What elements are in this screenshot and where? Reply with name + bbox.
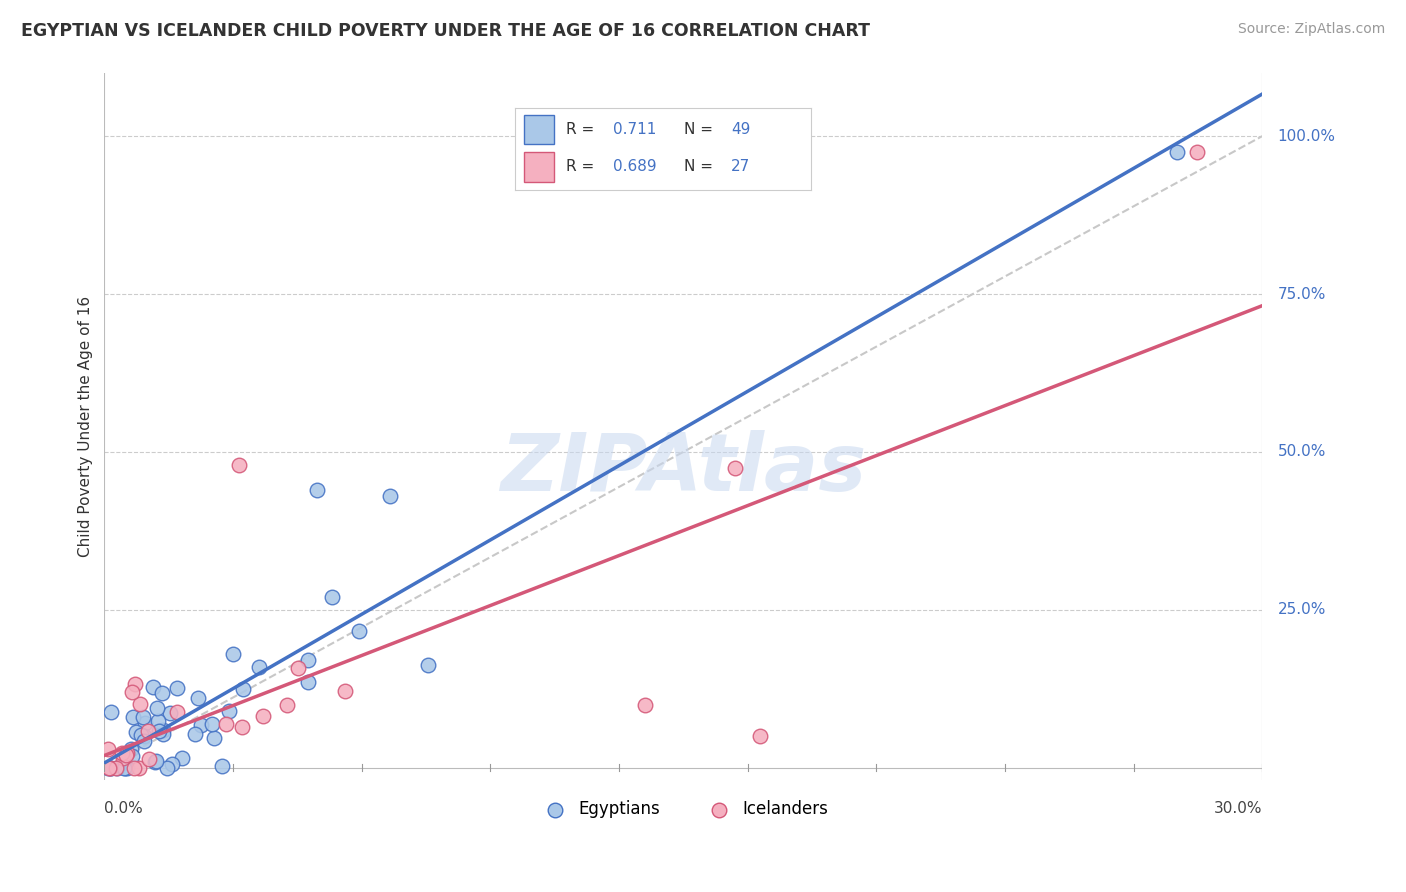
Text: EGYPTIAN VS ICELANDER CHILD POVERTY UNDER THE AGE OF 16 CORRELATION CHART: EGYPTIAN VS ICELANDER CHILD POVERTY UNDE… [21,22,870,40]
Point [347,624,370,639]
Point [145,755,167,769]
Point [131,728,153,742]
Point [215,717,238,731]
Point [98,761,121,775]
Point [222,647,245,661]
Text: 50.0%: 50.0% [1278,444,1326,459]
Point [749,729,772,743]
Point [247,660,270,674]
Text: 30.0%: 30.0% [1213,800,1263,815]
Point [97,761,120,775]
Point [231,720,253,734]
Point [418,658,440,673]
Point [335,684,357,698]
Point [112,761,135,775]
Point [190,718,212,732]
Point [723,460,745,475]
Point [150,686,173,700]
Point [120,741,142,756]
Point [276,698,298,712]
Point [305,483,328,497]
Point [100,705,122,719]
Point [112,751,135,765]
Point [115,761,138,775]
Point [125,725,148,739]
Point [115,747,138,762]
Point [297,675,319,690]
Legend: Egyptians, Icelanders: Egyptians, Icelanders [531,794,835,825]
Point [132,729,155,743]
Point [160,757,183,772]
Point [187,690,209,705]
Point [114,761,136,775]
Point [98,761,121,775]
Point [145,754,167,768]
Text: Source: ZipAtlas.com: Source: ZipAtlas.com [1237,22,1385,37]
Point [378,489,401,503]
Point [152,727,174,741]
Point [97,742,120,756]
Text: ZIPAtlas: ZIPAtlas [501,430,866,508]
Text: 75.0%: 75.0% [1278,286,1326,301]
Text: 100.0%: 100.0% [1278,128,1336,144]
Point [121,749,143,764]
Point [132,733,155,747]
Point [148,723,170,738]
Point [104,761,127,775]
Point [156,761,179,775]
Point [111,746,134,760]
Text: 25.0%: 25.0% [1278,602,1326,617]
Point [1166,145,1188,159]
Point [124,677,146,691]
Point [172,750,194,764]
Point [121,685,143,699]
Point [134,715,156,730]
Point [634,698,657,712]
Point [136,723,159,738]
Point [122,761,145,775]
Point [152,723,174,737]
Point [201,717,224,731]
Point [122,710,145,724]
Y-axis label: Child Poverty Under the Age of 16: Child Poverty Under the Age of 16 [79,296,93,558]
Point [142,680,165,694]
Point [166,705,188,719]
Point [145,701,167,715]
Point [297,653,319,667]
Point [202,731,225,746]
Text: 0.0%: 0.0% [104,800,143,815]
Point [138,752,160,766]
Point [184,727,207,741]
Point [132,710,155,724]
Point [321,591,343,605]
Point [232,681,254,696]
Point [98,761,121,775]
Point [1185,145,1208,159]
Point [166,681,188,695]
Point [115,746,138,760]
Point [146,714,169,728]
Point [159,706,181,720]
Point [228,458,250,472]
Point [287,661,309,675]
Point [100,761,122,775]
Point [218,704,240,718]
Point [128,697,150,711]
Point [105,761,128,775]
Point [252,709,274,723]
Point [128,761,150,775]
Point [211,758,233,772]
